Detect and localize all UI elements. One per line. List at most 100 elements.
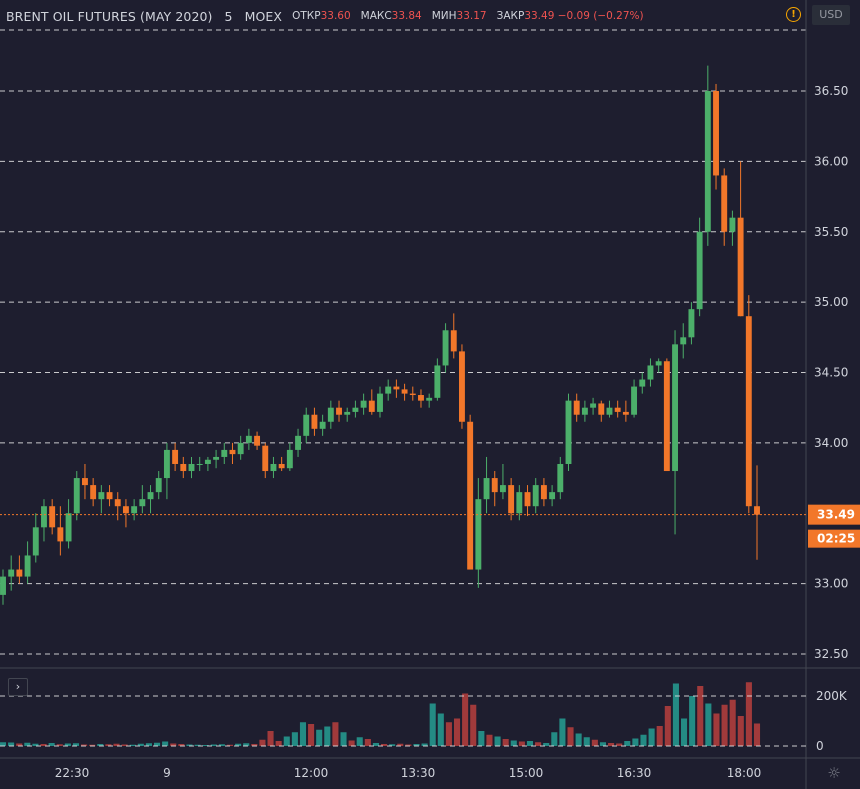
candle [622, 400, 629, 422]
candle-body [499, 485, 506, 493]
candle [532, 478, 539, 514]
candle-body [139, 499, 146, 507]
candle-body [401, 389, 408, 394]
candle [393, 379, 400, 398]
volume-bar [89, 744, 96, 746]
price-tick-label: 32.50 [814, 647, 848, 661]
candle-body [254, 435, 261, 446]
candle [491, 471, 498, 507]
volume-bar [591, 739, 598, 746]
candle-body [745, 316, 752, 507]
candle-body [606, 407, 613, 415]
candle [467, 414, 474, 570]
interval-label[interactable]: 5 [224, 8, 233, 24]
volume-bar [210, 744, 217, 746]
volume-bar [72, 743, 80, 746]
candle [581, 400, 588, 422]
volume-bar [129, 744, 136, 746]
candle [598, 400, 605, 422]
candle [475, 478, 482, 588]
volume-bar [656, 726, 663, 746]
countdown-label: 02:25 [817, 532, 855, 546]
volume-bar [640, 734, 647, 746]
candle-body [713, 91, 719, 176]
candle-body [516, 492, 523, 514]
volume-bar [267, 731, 274, 746]
candle [704, 65, 711, 246]
candle-body [65, 513, 72, 542]
volume-bar [40, 744, 47, 746]
candle-body [450, 330, 457, 352]
candle [680, 323, 687, 359]
volume-bar [170, 743, 177, 746]
volume-bar [105, 744, 112, 746]
candle-body [319, 421, 326, 429]
candle [139, 485, 146, 514]
candle-body [540, 485, 547, 500]
volume-bar [745, 682, 752, 746]
expand-panel-button[interactable]: › [8, 678, 28, 696]
candle [524, 485, 531, 517]
candle-body [213, 456, 220, 460]
volume-bar [543, 743, 550, 746]
volume-bar [0, 742, 7, 746]
volume-bar [308, 724, 315, 746]
candle-body [418, 395, 424, 401]
candle-body [532, 485, 539, 507]
candle [729, 210, 736, 246]
chart-legend: BRENT OIL FUTURES (MAY 2020) 5 MOEX ОТКР… [6, 6, 644, 26]
volume-bar [32, 743, 39, 746]
last-price-label: 33.49 [817, 508, 855, 522]
candle [721, 168, 728, 246]
price-tick-label: 34.50 [814, 366, 848, 380]
candle [106, 485, 113, 507]
candle-body [614, 407, 621, 412]
candle-body [32, 527, 39, 556]
candle [401, 383, 408, 401]
candle [754, 465, 760, 560]
volume-bar [429, 703, 436, 746]
candle [647, 358, 654, 387]
close-value: 33.49 −0.09 (−0.27%) [524, 10, 644, 22]
warning-icon[interactable]: ! [786, 7, 801, 22]
candle-body [655, 361, 662, 366]
candle [459, 344, 465, 429]
candle [41, 499, 47, 542]
candle [82, 463, 88, 500]
low-label: МИН [431, 10, 457, 22]
currency-badge[interactable]: USD [812, 5, 850, 25]
volume-bar [397, 743, 404, 746]
candle [508, 478, 515, 521]
candle [442, 323, 449, 373]
candle-body [434, 365, 441, 398]
settings-icon[interactable]: ☼ [827, 764, 841, 782]
candle-body [737, 217, 744, 317]
candle [614, 400, 621, 418]
candle-body [360, 400, 367, 408]
candle [418, 389, 424, 408]
candle-body [467, 421, 474, 570]
candle [663, 358, 670, 472]
candle [278, 456, 285, 472]
volume-bar [243, 743, 250, 746]
candle-body [754, 506, 760, 515]
price-tick-label: 36.00 [814, 154, 848, 168]
candle [311, 407, 318, 436]
volume-bar [186, 744, 193, 746]
candle-body [221, 449, 228, 457]
candle [57, 506, 64, 556]
volume-bar [81, 744, 88, 746]
symbol-name[interactable]: BRENT OIL FUTURES (MAY 2020) [6, 8, 213, 24]
volume-bar [616, 743, 623, 746]
candle [237, 435, 244, 460]
volume-bar [551, 732, 558, 746]
candle [0, 569, 6, 605]
candle-body [483, 478, 490, 500]
candle [377, 386, 383, 418]
volume-bar [624, 741, 631, 746]
volume-bar [462, 693, 469, 746]
volume-bar [364, 739, 371, 746]
volume-bar [251, 744, 258, 746]
volume-bar [470, 704, 477, 746]
